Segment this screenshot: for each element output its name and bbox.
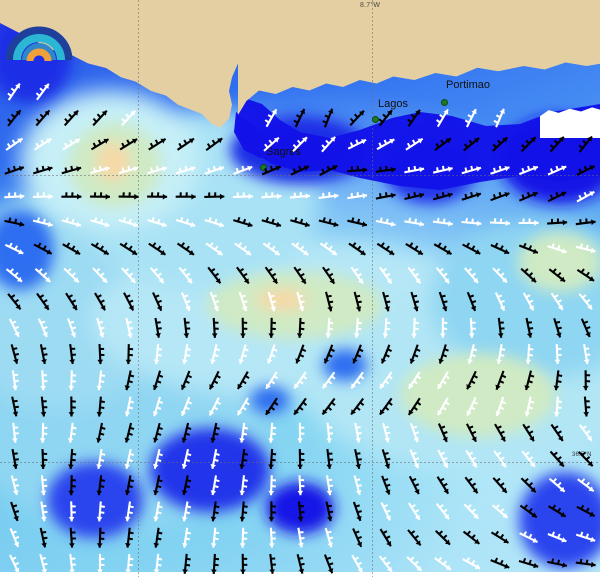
nodata-patch-east — [540, 107, 600, 138]
city-label-sagres: Sagres — [266, 146, 301, 158]
gridline-label-latitude: 36.5°N — [572, 452, 592, 458]
city-label-lagos: Lagos — [378, 98, 408, 110]
gridline-label-longitude: 8.7°W — [360, 2, 381, 9]
gridline-vertical-1 — [138, 0, 139, 577]
swell-arc-icon[interactable] — [6, 16, 72, 62]
gridline-vertical-2 — [372, 0, 373, 577]
city-dot-icon — [372, 116, 379, 123]
city-dot-icon — [260, 164, 267, 171]
city-dot-icon — [441, 99, 448, 106]
city-label-portimao: Portimao — [446, 79, 491, 91]
gridline-horizontal-2 — [0, 462, 600, 463]
gridline-horizontal-1 — [0, 175, 600, 176]
nodata-strip-bottom — [0, 572, 600, 577]
